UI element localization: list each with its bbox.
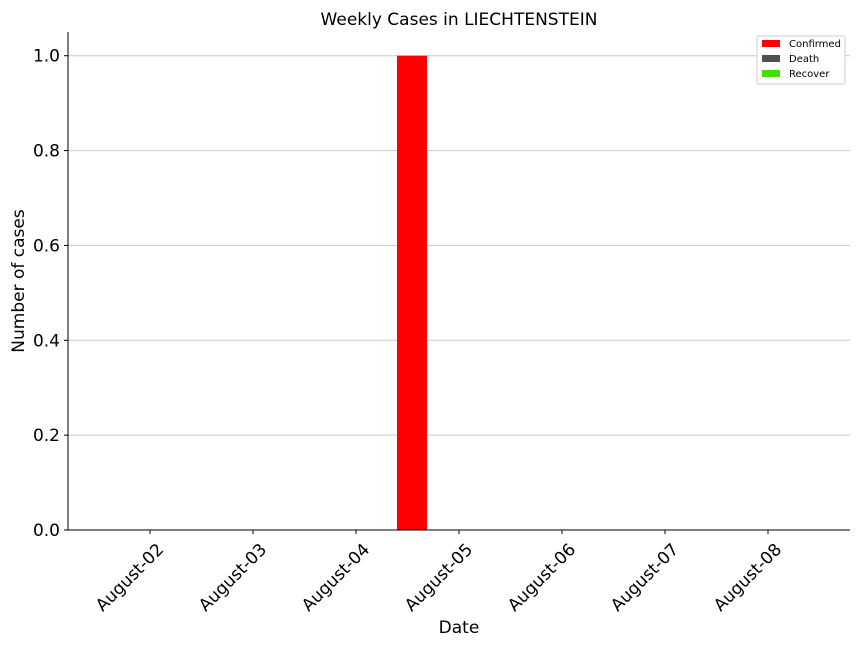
x-tick-label: August-02 [92, 540, 168, 616]
x-tick-label: August-03 [195, 540, 271, 616]
bars [397, 55, 427, 530]
legend-swatch-confirmed [762, 40, 780, 47]
y-tick-label: 0.2 [33, 426, 60, 446]
axes [67, 32, 850, 531]
x-tick-label: August-06 [504, 540, 580, 616]
legend-label-confirmed: Confirmed [789, 39, 841, 50]
y-ticks: 0.0 0.2 0.4 0.6 0.8 1.0 [33, 47, 68, 541]
legend[interactable]: Confirmed Death Recover [756, 35, 846, 85]
y-grid [68, 55, 850, 436]
y-tick-label: 0.4 [33, 331, 60, 351]
legend-swatch-death [762, 55, 780, 62]
y-tick-label: 0.8 [33, 142, 60, 162]
legend-label-death: Death [789, 54, 819, 65]
y-tick-label: 0.0 [33, 521, 60, 541]
legend-swatch-recover [762, 70, 780, 77]
x-tick-label: August-07 [607, 540, 683, 616]
x-tick-label: August-05 [401, 540, 477, 616]
y-tick-label: 0.6 [33, 236, 60, 256]
x-tick-label: August-04 [298, 540, 374, 616]
chart-title: Weekly Cases in LIECHTENSTEIN [321, 10, 598, 30]
x-axis-label: Date [439, 618, 480, 638]
y-axis-label: Number of cases [9, 209, 29, 353]
legend-label-recover: Recover [789, 69, 830, 80]
bar-confirmed-august-04[interactable] [397, 55, 427, 530]
x-tick-label: August-08 [710, 540, 786, 616]
y-tick-label: 1.0 [33, 47, 60, 67]
x-ticks: August-02 August-03 August-04 August-05 Augu… [92, 530, 786, 616]
